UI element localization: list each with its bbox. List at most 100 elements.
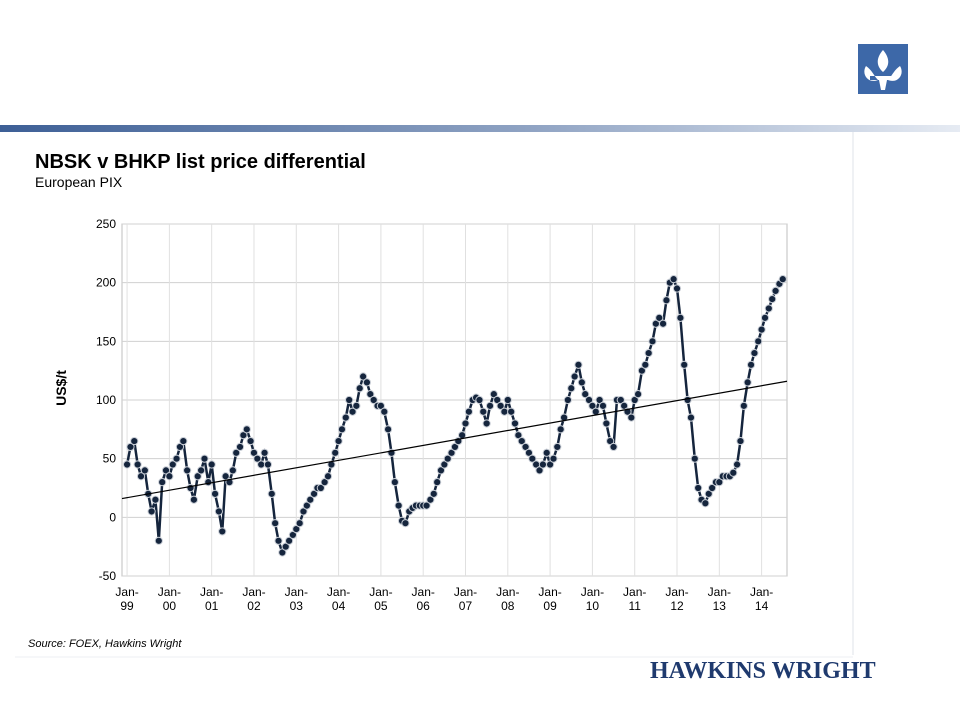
data-point [757,325,766,334]
data-point [246,436,255,446]
data-point [768,294,777,304]
data-point [729,468,738,477]
x-tick-label: Jan-03 [284,585,308,613]
data-point [736,436,745,446]
data-point [380,407,389,416]
x-tick-label: Jan-14 [749,585,774,613]
x-tick-label: Jan-10 [580,585,605,613]
data-point [655,313,664,322]
x-tick-label: Jan-04 [326,585,351,613]
data-point [708,483,717,493]
data-point [482,419,491,428]
data-point [274,536,283,545]
data-point [528,454,537,463]
data-point [200,454,209,463]
data-point [334,436,343,446]
x-tick-label: Jan-99 [115,585,139,613]
data-point [496,401,505,410]
data-point [510,419,520,428]
data-point [218,527,227,536]
data-point [690,454,699,463]
data-point [168,460,177,469]
data-point [331,448,340,457]
data-point [158,478,167,487]
y-tick-label: 100 [96,393,116,407]
data-point [327,460,336,469]
x-tick-label: Jan-06 [411,585,435,613]
x-tick-label: Jan-09 [538,585,562,613]
data-point [475,395,484,405]
data-point [676,313,685,322]
data-point [743,378,752,387]
data-point [242,425,251,434]
logo [858,44,908,94]
data-point [633,390,643,399]
data-point [542,448,551,457]
data-point [563,395,572,405]
plot-area: -50 0 50 100 150 200 250 [96,217,788,583]
data-point [570,372,579,381]
source-note: Source: FOEX, Hawkins Wright [28,638,182,650]
data-point [197,466,206,475]
data-point [235,442,245,452]
brand-name: HAWKINS WRIGHT [650,658,876,684]
data-point [602,419,611,428]
data-point [390,478,399,487]
data-point [394,501,403,510]
data-point [771,286,780,295]
data-point [122,460,132,469]
data-point [253,454,262,463]
data-point [538,460,548,469]
data-point [680,360,689,369]
data-point [485,401,495,410]
data-point [359,372,368,381]
x-tick-label: Jan-02 [242,585,266,613]
y-tick-label: 250 [96,217,116,231]
x-tick-label: Jan-11 [623,585,647,613]
x-tick-label: Jan-07 [453,585,478,613]
data-point [341,413,350,422]
data-point [352,401,361,410]
y-axis-label: US$/t [53,370,69,406]
x-tick-label: Jan-05 [369,585,393,613]
data-point [337,425,347,434]
data-point [507,407,516,416]
data-point [686,413,696,422]
data-point [284,536,294,545]
x-tick-label: Jan-13 [707,585,731,613]
data-point [574,360,583,369]
data-point [369,395,378,405]
data-point [183,466,192,475]
data-point [732,460,742,469]
data-point [778,275,787,284]
data-point [165,472,174,481]
data-point [401,519,410,528]
x-tick-label: Jan-00 [157,585,182,613]
data-point [701,499,710,508]
data-point [355,384,364,393]
data-point [627,413,636,422]
data-point [210,489,220,498]
data-point [658,319,668,328]
data-point [464,407,473,416]
data-point [644,348,653,358]
data-point [295,519,304,528]
data-point [179,436,188,446]
data-point [267,489,276,498]
data-point [232,448,241,457]
header-band [0,125,960,132]
y-tick-label: 50 [103,452,117,466]
data-point [189,495,199,504]
data-point [669,275,678,284]
data-point [151,495,160,504]
data-point [556,425,565,434]
data-point [214,507,223,516]
x-tick-label: Jan-01 [200,585,224,613]
data-point [553,442,562,452]
data-point [136,472,146,481]
data-point [383,425,393,434]
data-point [662,296,671,305]
x-tick-label: Jan-12 [665,585,689,613]
